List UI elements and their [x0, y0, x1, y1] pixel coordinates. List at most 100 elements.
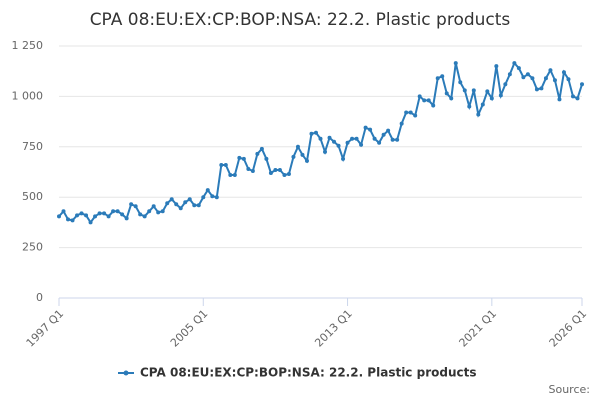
marker	[264, 156, 269, 161]
chart-title: CPA 08:EU:EX:CP:BOP:NSA: 22.2. Plastic p…	[90, 10, 511, 30]
marker	[426, 98, 431, 103]
marker	[539, 86, 544, 91]
marker	[273, 167, 278, 172]
marker	[408, 110, 413, 115]
marker	[530, 76, 535, 81]
marker	[75, 213, 80, 218]
marker	[570, 94, 575, 99]
marker	[309, 131, 314, 136]
x-tick-label: 2013 Q1	[312, 307, 355, 350]
marker	[507, 72, 512, 77]
marker	[503, 82, 508, 87]
x-tick-label: 2026 Q1	[547, 307, 590, 350]
marker	[192, 203, 197, 208]
marker	[160, 209, 165, 214]
marker	[120, 212, 125, 217]
marker	[458, 80, 463, 85]
marker	[377, 140, 382, 145]
marker	[440, 74, 445, 79]
marker	[187, 197, 192, 202]
marker	[444, 91, 449, 96]
marker	[372, 136, 377, 141]
marker	[521, 75, 526, 80]
marker	[543, 76, 548, 81]
marker	[147, 209, 152, 214]
marker	[359, 142, 364, 147]
marker	[561, 70, 566, 75]
legend-label: CPA 08:EU:EX:CP:BOP:NSA: 22.2. Plastic p…	[140, 366, 476, 380]
marker	[580, 82, 584, 87]
marker	[241, 156, 246, 161]
y-tick-label: 500	[22, 190, 43, 203]
marker	[142, 214, 147, 219]
marker	[435, 76, 440, 81]
marker	[70, 218, 75, 223]
marker	[336, 143, 341, 148]
marker	[395, 137, 400, 142]
marker	[129, 202, 134, 207]
marker	[512, 61, 517, 66]
marker	[111, 209, 116, 214]
marker	[138, 212, 143, 217]
marker	[476, 112, 481, 117]
marker	[548, 68, 553, 73]
marker	[286, 172, 291, 177]
marker	[449, 96, 454, 101]
y-tick-label: 750	[22, 140, 43, 153]
marker	[174, 202, 179, 207]
y-tick-label: 1 000	[12, 89, 44, 102]
marker	[575, 96, 580, 101]
marker	[66, 217, 71, 222]
marker	[381, 132, 386, 137]
marker	[413, 113, 418, 118]
marker	[277, 167, 282, 172]
marker	[304, 158, 309, 163]
marker	[431, 103, 436, 108]
marker	[417, 94, 422, 99]
marker	[57, 214, 61, 219]
marker	[196, 203, 201, 208]
marker	[557, 97, 562, 102]
marker	[237, 155, 242, 160]
marker	[115, 209, 120, 214]
marker	[345, 140, 350, 145]
marker	[223, 162, 228, 167]
marker	[498, 93, 503, 98]
marker	[232, 173, 237, 178]
y-tick-label: 0	[36, 291, 43, 304]
marker	[313, 130, 318, 135]
marker	[79, 211, 84, 216]
marker	[368, 127, 373, 132]
y-tick-label: 1 250	[12, 39, 44, 52]
marker	[399, 121, 404, 126]
marker	[88, 220, 93, 225]
marker	[525, 72, 530, 77]
marker	[453, 61, 458, 66]
marker	[102, 211, 107, 216]
marker	[323, 149, 328, 154]
marker	[494, 64, 499, 69]
line	[58, 61, 583, 225]
marker	[390, 137, 395, 142]
marker	[534, 87, 539, 92]
marker	[156, 210, 161, 215]
marker	[201, 195, 206, 200]
legend-marker	[123, 370, 129, 376]
marker	[259, 146, 264, 151]
marker	[84, 213, 89, 218]
marker	[210, 194, 215, 199]
marker	[467, 104, 472, 109]
marker	[552, 78, 557, 83]
marker	[295, 144, 300, 149]
marker	[318, 136, 323, 141]
marker	[327, 135, 332, 140]
marker	[268, 171, 273, 176]
marker	[133, 204, 138, 209]
marker	[471, 88, 476, 93]
marker	[255, 151, 260, 156]
marker	[354, 136, 359, 141]
marker	[386, 128, 391, 133]
marker	[341, 156, 346, 161]
marker	[97, 211, 102, 216]
marker	[165, 201, 170, 206]
